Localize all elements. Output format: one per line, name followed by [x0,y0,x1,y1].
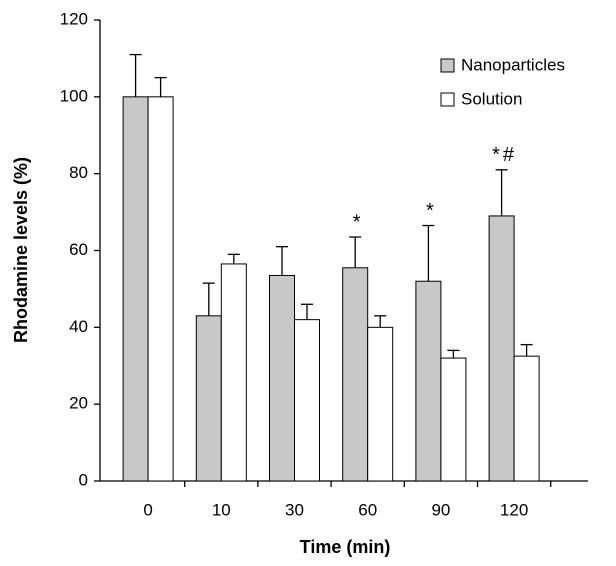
error-bar [374,315,387,328]
error-bar [301,303,313,320]
y-tick-label: 40 [69,317,88,336]
bar [220,263,247,482]
x-tick-label: 120 [500,500,528,519]
error-bar [129,53,142,97]
bar [415,280,442,482]
x-tick-label: 60 [358,500,377,519]
legend-label: Nanoparticles [461,55,565,74]
x-tick-label: 90 [431,500,450,519]
x-axis-title: Time (min) [300,537,391,557]
legend-swatch [440,92,455,107]
annotation: * [353,211,364,233]
bar [269,274,295,482]
x-tick-label: 10 [212,500,231,519]
bar [342,267,369,482]
error-bar [447,349,460,359]
bar [440,357,467,482]
annotation: *# [492,144,517,166]
bar [294,319,320,482]
y-tick-label: 0 [79,470,88,489]
bar [147,96,174,482]
y-tick-label: 60 [69,240,88,259]
error-bar [349,236,362,268]
error-bar [202,282,215,316]
error-bar [227,253,240,264]
x-tick-label: 30 [285,500,304,519]
error-bar [154,76,167,97]
error-bar [520,343,533,357]
bar [195,315,222,482]
error-bar [495,169,508,216]
x-tick-label: 0 [143,500,152,519]
error-bar [422,224,435,282]
annotation: * [426,200,437,222]
y-axis-title: Rhodamine levels (%) [11,157,31,343]
y-tick-label: 80 [69,163,88,182]
bar [488,215,515,482]
bar [513,355,540,482]
error-bar [276,246,288,276]
y-tick-label: 20 [69,394,88,413]
bar [122,96,149,482]
y-tick-label: 100 [60,86,88,105]
y-tick-label: 120 [60,9,88,28]
legend-label: Solution [461,89,522,108]
legend-swatch [440,58,455,73]
bar [367,326,394,482]
